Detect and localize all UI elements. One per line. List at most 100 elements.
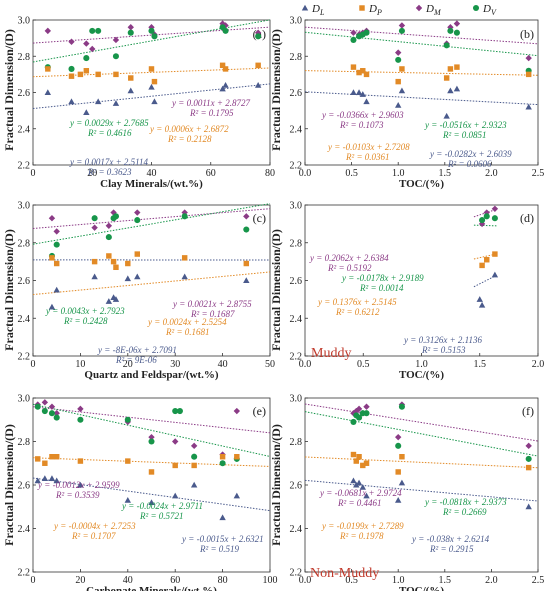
data-point [77, 481, 84, 488]
fit-equation: y = -0.0012x + 2.9599 [37, 480, 120, 490]
data-point [359, 91, 366, 97]
data-point [172, 408, 179, 415]
data-point [77, 405, 84, 413]
x-tick-label: 50 [265, 359, 275, 370]
x-tick-label: 1.5 [439, 575, 452, 586]
y-tick-label: 2.4 [18, 124, 31, 135]
data-point [124, 275, 131, 282]
trend-line [32, 406, 271, 434]
fit-equation: y = -0.0024x + 2.9711 [121, 501, 203, 511]
fit-equation: y = -0.0199x + 2.7289 [321, 521, 404, 531]
data-point [68, 73, 75, 79]
data-point [48, 475, 56, 482]
x-axis-label: TOC/(%) [399, 178, 444, 190]
data-point [53, 454, 60, 460]
data-point [77, 458, 84, 464]
legend-marker [415, 4, 423, 12]
data-point [41, 475, 49, 482]
y-tick-label: 2.2 [290, 568, 303, 579]
data-point [350, 418, 357, 425]
legend-label: DV [482, 3, 497, 17]
data-point [398, 403, 405, 410]
panel-label: (e) [253, 404, 266, 418]
y-axis-label: Fractual Dimension/(D) [269, 424, 283, 546]
fit-r-squared: R² = 0.0361 [345, 152, 390, 162]
y-tick-label: 2.2 [290, 352, 303, 363]
data-point [476, 296, 483, 302]
y-tick-label: 2.8 [290, 52, 303, 63]
panels: 0 20 40 60 80 2.2 2.4 2.6 2.8 3.0 Clay Minerals/(w… [18, 16, 545, 591]
data-point [44, 27, 52, 35]
data-point [398, 22, 406, 29]
fit-r-squared: R² = 0.4461 [337, 498, 382, 508]
fit-equation: y = -0.0015x + 2.6321 [181, 534, 264, 544]
data-point [151, 78, 158, 85]
legend-item: DP [359, 3, 382, 17]
data-point [77, 71, 84, 78]
group-annotation: Muddy [311, 346, 351, 361]
data-point [41, 399, 49, 406]
fit-equation: y = 0.0043x + 2.7923 [45, 306, 125, 316]
y-tick-label: 2.4 [290, 124, 303, 135]
trend-line [32, 477, 271, 512]
fit-r-squared: R² = 0.2669 [442, 507, 487, 517]
trend-line [304, 31, 539, 57]
data-point [395, 49, 402, 56]
data-point [443, 112, 450, 119]
legend-item: DL [301, 3, 325, 17]
data-point [181, 255, 188, 261]
fit-r-squared: R² = 9E-06 [115, 355, 157, 365]
y-tick-label: 2.6 [290, 276, 303, 287]
data-point [41, 408, 48, 415]
legend-subscript: V [491, 8, 497, 17]
data-point [350, 29, 357, 36]
fit-r-squared: R² = 0.0014 [359, 283, 404, 293]
data-point [42, 460, 48, 466]
data-point [125, 260, 131, 267]
fit-r-squared: R² = 0.1978 [339, 531, 384, 541]
fit-r-squared: R² = 0.1681 [165, 327, 210, 337]
panel-label: (d) [520, 211, 534, 225]
x-tick-label: 0.5 [345, 168, 358, 179]
data-point [254, 82, 262, 88]
data-point [360, 462, 366, 469]
data-point [148, 433, 155, 441]
data-point [443, 75, 450, 81]
data-point [148, 499, 155, 505]
legend-marker [359, 5, 365, 11]
legend-subscript: M [433, 8, 442, 17]
data-point [447, 66, 454, 72]
data-point [479, 217, 486, 224]
fit-equation: y = 0.1376x + 2.5145 [317, 297, 397, 307]
data-point [395, 497, 402, 503]
y-tick-label: 2.8 [18, 238, 31, 249]
data-point [219, 454, 226, 460]
data-point [491, 271, 499, 278]
data-point [48, 303, 56, 310]
x-tick-label: 40 [218, 359, 228, 370]
data-point [525, 455, 532, 462]
data-point [89, 27, 96, 34]
data-point [447, 27, 454, 34]
data-point [148, 83, 155, 90]
data-point [360, 68, 366, 74]
fit-equation: y = -0.0516x + 2.9323 [424, 120, 507, 130]
data-point [398, 479, 406, 486]
fit-r-squared: R² = 0.6212 [335, 307, 380, 317]
data-point [35, 456, 41, 462]
trend-line [304, 456, 539, 469]
fit-r-squared: R² = 0.0851 [442, 130, 487, 140]
data-point [48, 403, 56, 410]
fit-r-squared: R² = 0.3623 [87, 167, 132, 177]
fit-r-squared: R² = 0.0606 [447, 159, 492, 169]
y-tick-label: 3.0 [290, 394, 303, 405]
data-point [219, 62, 226, 69]
data-point [398, 87, 406, 94]
x-tick-label: 20 [87, 168, 97, 179]
data-point [350, 477, 357, 484]
trend-line [32, 83, 271, 110]
data-point [355, 479, 363, 486]
x-tick-label: 60 [206, 168, 216, 179]
data-point [395, 433, 402, 441]
data-point [91, 273, 98, 280]
